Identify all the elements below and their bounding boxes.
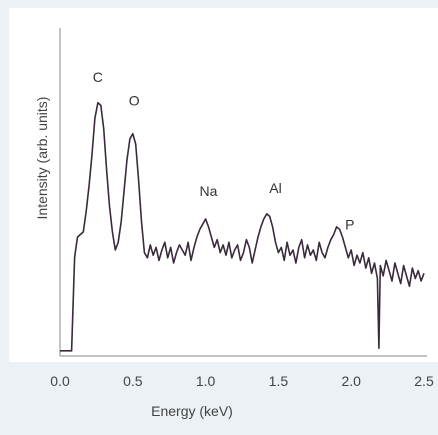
peak-label-p: P — [345, 216, 354, 232]
x-axis-label: Energy (keV) — [151, 403, 233, 419]
peak-label-o: O — [129, 92, 140, 108]
x-tick-label: 1.5 — [269, 373, 289, 389]
x-tick-label: 2.5 — [414, 373, 434, 389]
x-tick-label: 2.0 — [341, 373, 361, 389]
peak-label-na: Na — [200, 183, 218, 199]
peak-label-c: C — [93, 69, 103, 85]
x-tick-label: 0.0 — [50, 373, 70, 389]
x-tick-label: 0.5 — [123, 373, 143, 389]
x-tick-label: 1.0 — [196, 373, 216, 389]
peak-label-al: Al — [269, 180, 281, 196]
y-axis-label: Intensity (arb. units) — [34, 97, 50, 220]
